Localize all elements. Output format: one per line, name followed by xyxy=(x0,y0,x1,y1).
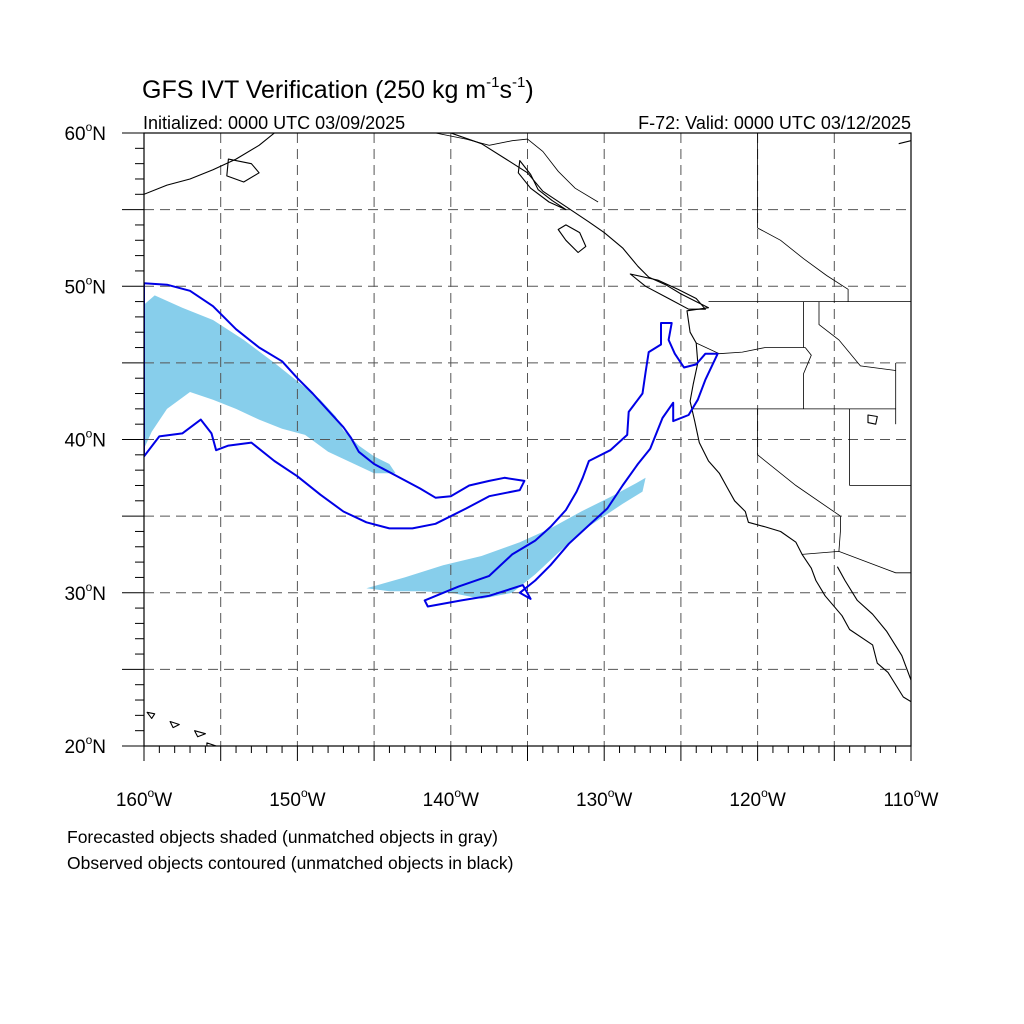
border-washington-oregon xyxy=(696,342,806,355)
coastlines xyxy=(144,133,911,746)
forecast-object-south xyxy=(366,477,646,599)
coastline-alaska-peninsula xyxy=(144,133,275,195)
coastline-vancouver-island xyxy=(629,273,706,310)
chart-title: GFS IVT Verification (250 kg m-1s-1) xyxy=(142,74,534,104)
border-idaho-oregon xyxy=(803,347,812,409)
init-time-label: Initialized: 0000 UTC 03/09/2025 xyxy=(143,113,405,133)
coastline-gulf-of-california xyxy=(836,566,911,681)
lon-tick-label: 140oW xyxy=(423,786,479,811)
lat-tick-label: 30oN xyxy=(64,580,106,605)
lon-tick-label: 110oW xyxy=(884,786,939,811)
coastline-hawaii-kauai xyxy=(146,711,156,719)
coastline-hudson-bay-edge xyxy=(898,140,911,145)
caption-forecast: Forecasted objects shaded (unmatched obj… xyxy=(67,827,498,847)
coastline-hawaii-maui xyxy=(194,730,206,738)
lon-tick-label: 130oW xyxy=(576,786,632,811)
axis-ticks xyxy=(122,132,912,761)
border-idaho-montana xyxy=(818,301,896,371)
coastline-north-america xyxy=(450,133,911,703)
observed-contour-south xyxy=(423,322,719,608)
lat-tick-label: 50oN xyxy=(64,273,106,298)
coastline-kodiak xyxy=(226,158,260,183)
coastline-alexander-archipelago xyxy=(517,160,567,211)
lat-tick-label: 40oN xyxy=(64,427,106,452)
forecast-objects xyxy=(144,295,646,599)
observed-objects xyxy=(144,282,719,608)
coastline-great-salt-lake xyxy=(867,414,878,425)
gridlines xyxy=(144,133,911,746)
border-bc-alberta xyxy=(757,133,849,302)
border-us-mexico xyxy=(802,550,911,574)
axis-labels: 160oW 150oW 140oW 130oW 120oW 110oW 60oN 50oN 40… xyxy=(64,120,938,811)
lat-tick-label: 60oN xyxy=(64,120,106,145)
caption-observed: Observed objects contoured (unmatched ob… xyxy=(67,853,514,873)
lon-tick-label: 150oW xyxy=(269,786,325,811)
observed-contour-north xyxy=(144,282,526,530)
border-arizona-california xyxy=(838,516,841,552)
plot-area xyxy=(144,133,911,746)
coastline-haida-gwaii xyxy=(557,224,587,254)
lon-tick-label: 120oW xyxy=(729,786,785,811)
lon-tick-label: 160oW xyxy=(116,786,172,811)
border-alaska-canada xyxy=(435,133,599,203)
lat-tick-label: 20oN xyxy=(64,733,106,758)
border-california-nevada xyxy=(757,408,841,517)
forecast-object-north xyxy=(144,295,396,474)
valid-time-label: F-72: Valid: 0000 UTC 03/12/2025 xyxy=(638,113,911,133)
coastline-hawaii-oahu xyxy=(169,720,180,729)
